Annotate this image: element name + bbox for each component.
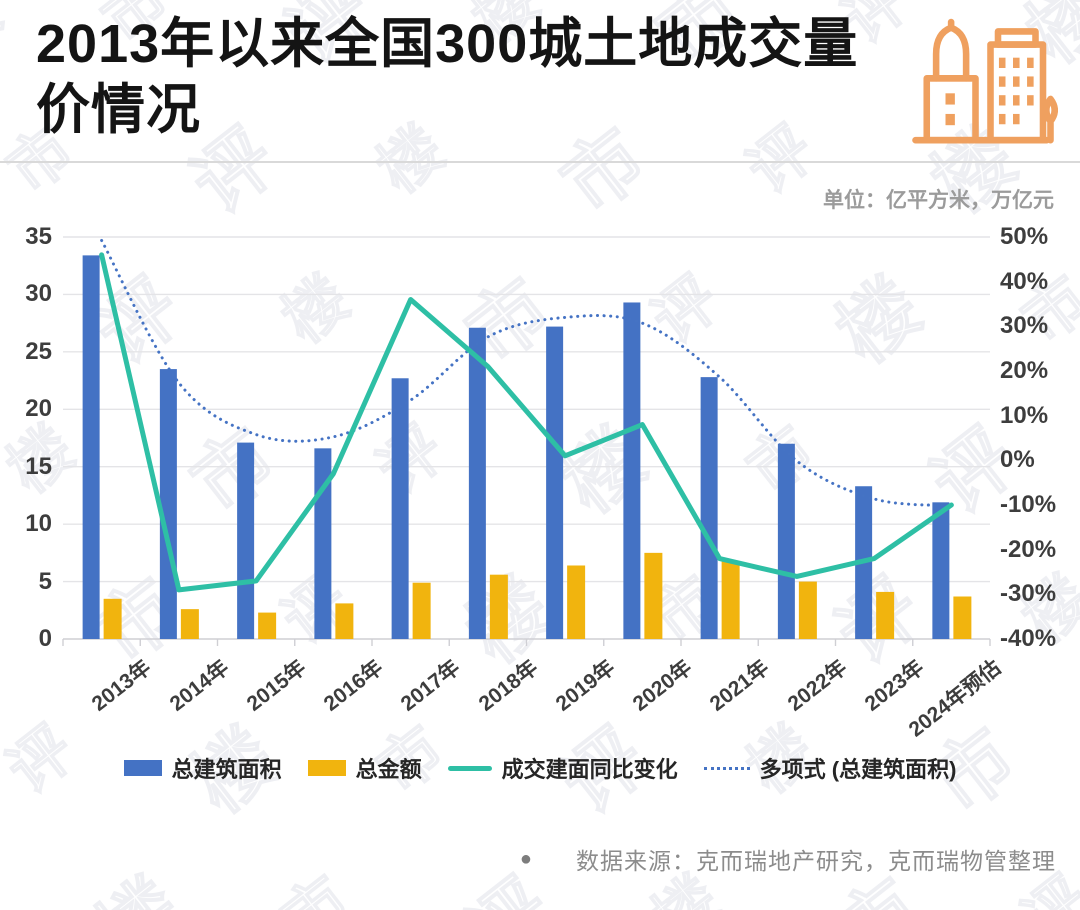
bar-总金额-2019年 [567,565,586,639]
legend-label: 多项式 (总建筑面积) [759,757,957,782]
right-axis-tick-label: 40% [1000,267,1049,295]
left-axis-tick-label: 0 [38,625,52,652]
bar-总金额-2014年 [180,609,199,639]
bar-总建筑面积-2020年 [623,302,641,639]
right-axis-tick-label: 50% [1000,223,1049,250]
bar-总金额-2017年 [412,582,431,639]
footer: ● 数据来源：克而瑞地产研究，克而瑞物管整理 [0,842,1056,876]
left-axis-tick-label: 15 [25,452,52,480]
left-axis-tick-label: 5 [38,567,52,595]
legend-swatch-bar-yellow [307,760,346,776]
left-axis-tick-label: 10 [25,510,52,538]
right-axis-tick-label: 10% [1000,401,1049,429]
bar-总建筑面积-2024年预估 [932,502,950,639]
bar-总金额-2013年 [103,598,122,639]
footer-bullet-icon: ● [519,847,532,870]
bar-总建筑面积-2018年 [468,327,486,639]
legend-item-total-amount: 总金额 [307,752,422,784]
legend-swatch-teal-line [447,765,492,771]
buildings-icon [908,14,1058,157]
bar-总建筑面积-2019年 [546,326,564,639]
right-axis-tick-label: -10% [1000,491,1057,518]
data-source-text: 数据来源：克而瑞地产研究，克而瑞物管整理 [576,848,1056,874]
left-axis-tick-label: 25 [25,337,52,365]
bar-总金额-2022年 [798,581,817,639]
unit-label: 单位：亿平方米，万亿元 [823,189,1054,212]
legend-item-polynomial: 多项式 (总建筑面积) [703,752,957,784]
right-axis-tick-label: -30% [1000,580,1057,608]
bar-总建筑面积-2013年 [82,255,100,639]
bar-总建筑面积-2022年 [777,443,795,639]
page-title: 2013年以来全国300城土地成交量价情况 [36,14,859,140]
legend-label: 总金额 [355,757,422,782]
right-axis-tick-label: -20% [1000,535,1057,563]
bar-总建筑面积-2014年 [159,369,177,639]
bar-总金额-2020年 [644,552,663,639]
legend-item-floor-area: 总建筑面积 [123,752,282,784]
bar-总建筑面积-2017年 [391,378,409,639]
bar-总金额-2021年 [721,560,740,639]
legend-item-yoy-change: 成交建面同比变化 [447,752,678,784]
legend-label: 总建筑面积 [171,757,282,782]
legend-label: 成交建面同比变化 [501,757,678,782]
chart-legend: 总建筑面积 总金额 成交建面同比变化 多项式 (总建筑面积) [0,752,1080,784]
left-axis-tick-label: 35 [25,223,52,250]
legend-swatch-dotted-line [703,766,750,770]
legend-swatch-bar-blue [123,760,162,776]
right-axis-tick-label: 0% [1000,446,1035,474]
right-axis-tick-label: 20% [1000,357,1049,384]
line-yoy-change [99,252,954,593]
title-divider [0,161,1080,163]
bar-总建筑面积-2021年 [700,377,718,639]
left-axis-tick-label: 20 [25,395,52,423]
bar-总金额-2024年预估 [953,596,972,639]
bar-总金额-2018年 [489,574,508,639]
left-axis-tick-label: 30 [25,280,52,308]
right-axis-tick-label: -40% [1000,625,1057,652]
bar-总金额-2023年 [876,591,895,639]
trendline-polynomial [100,238,953,508]
bar-总建筑面积-2015年 [237,442,255,639]
bar-总金额-2015年 [258,612,277,639]
right-axis-tick-label: 30% [1000,312,1049,340]
bar-总金额-2016年 [335,603,354,639]
